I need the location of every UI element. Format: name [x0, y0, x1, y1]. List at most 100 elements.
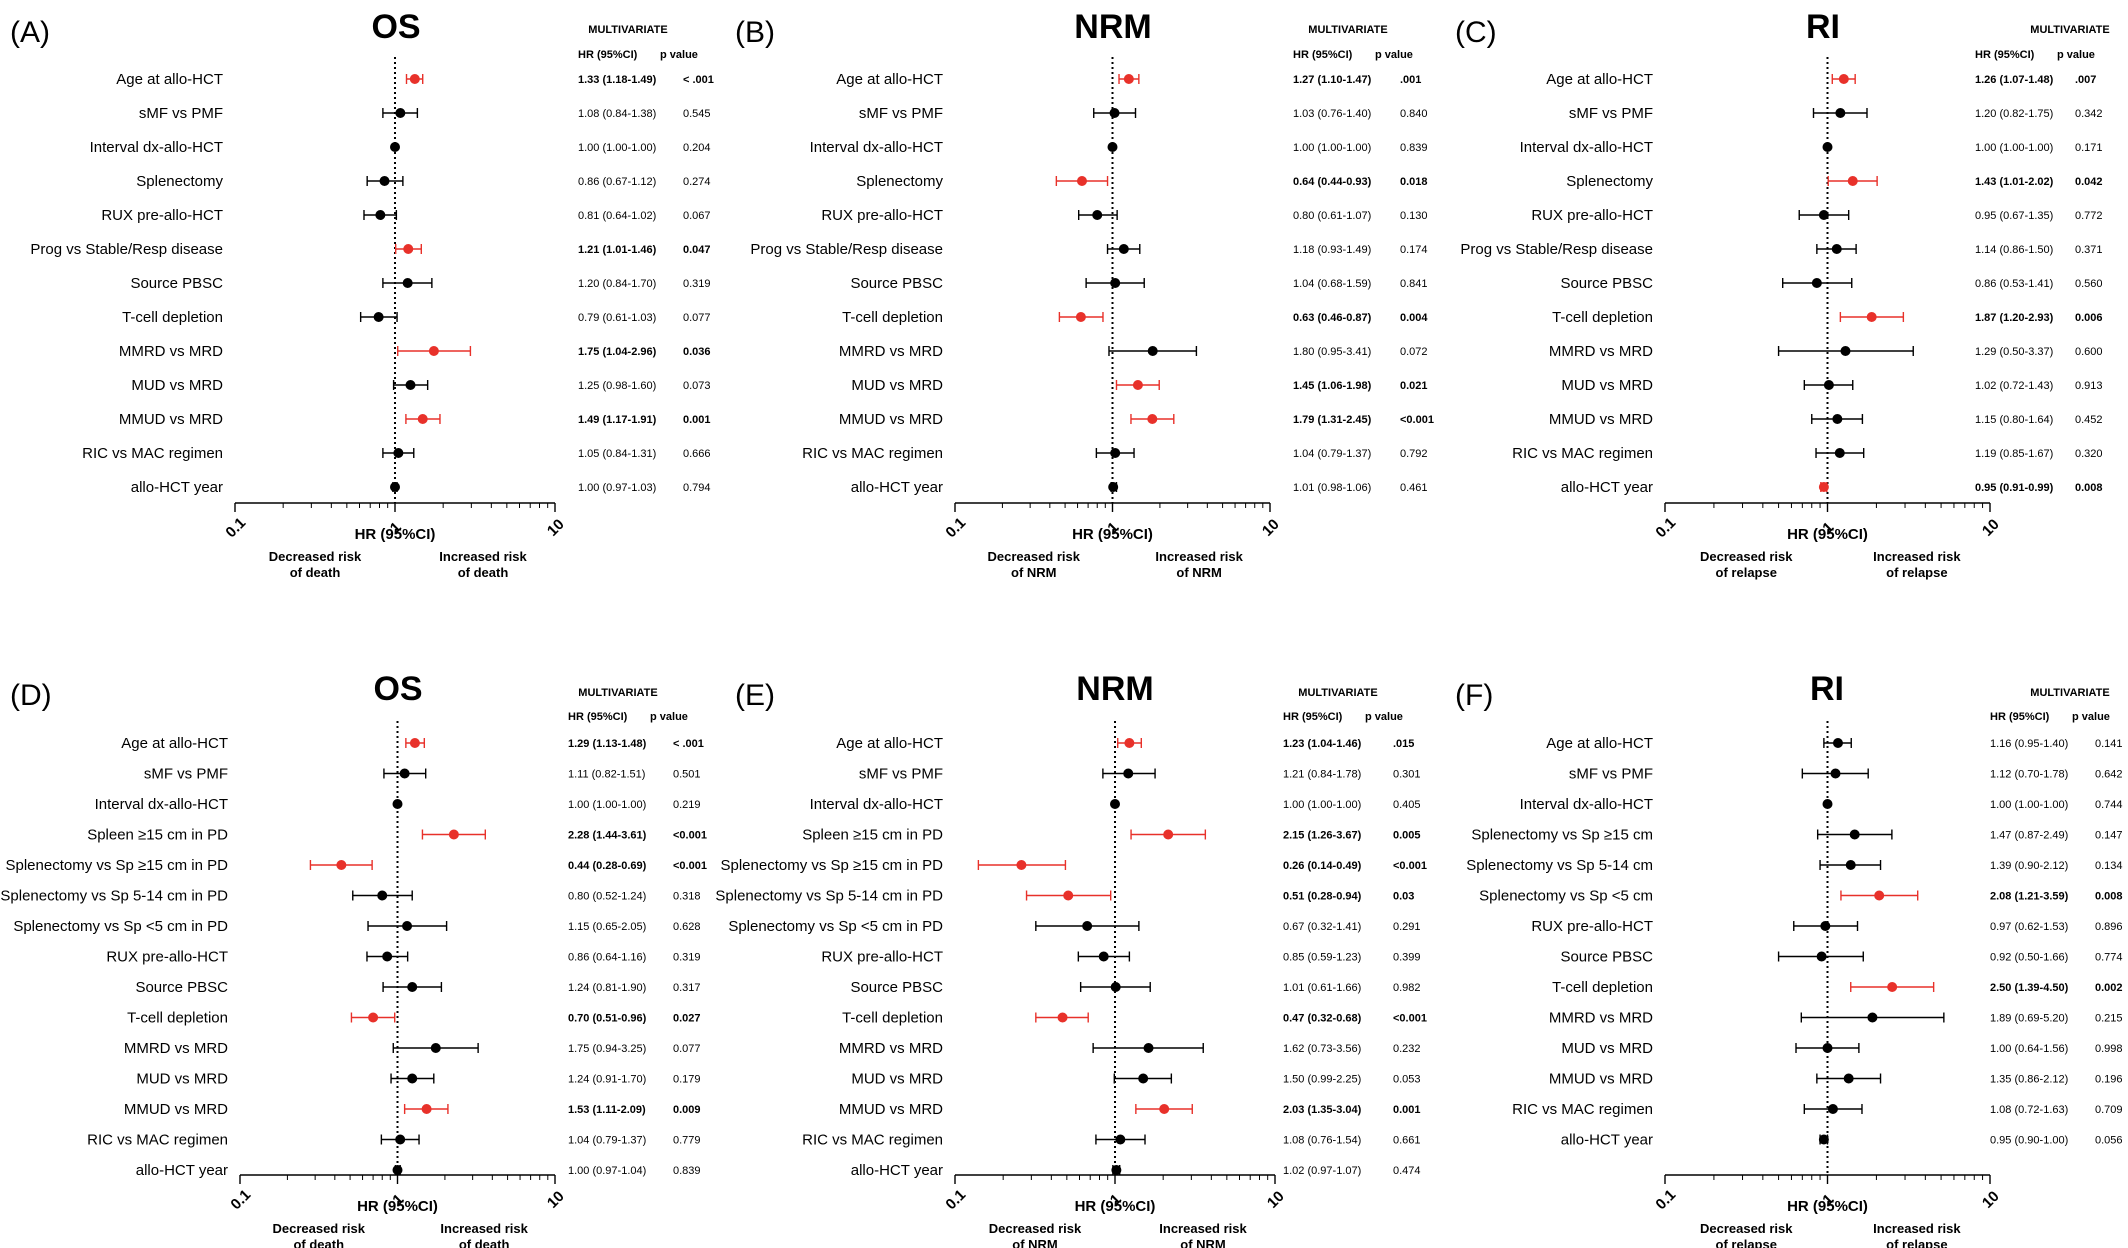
- panel-label: (D): [10, 679, 52, 712]
- table-title: MULTIVARIATE: [2030, 24, 2109, 36]
- p-value: 0.036: [683, 346, 711, 358]
- column-header-hr: HR (95%CI): [578, 49, 638, 61]
- hr-point: [1831, 244, 1842, 254]
- forest-row: Prog vs Stable/Resp disease 1.21 (1.01-1.…: [30, 241, 710, 258]
- row-label: sMF vs PMF: [859, 766, 943, 783]
- row-label: MMUD vs MRD: [839, 1101, 943, 1118]
- hr-value: 1.02 (0.97-1.07): [1283, 1165, 1361, 1177]
- p-value: 0.405: [1393, 799, 1421, 811]
- p-value: 0.896: [2095, 921, 2123, 933]
- p-value: < .001: [673, 738, 704, 750]
- row-label: allo-HCT year: [131, 479, 223, 496]
- hr-value: 2.28 (1.44-3.61): [568, 830, 647, 842]
- p-value: 0.560: [2075, 278, 2103, 290]
- row-label: MMUD vs MRD: [124, 1101, 228, 1118]
- row-label: RIC vs MAC regimen: [802, 1132, 943, 1149]
- hr-point: [1843, 1073, 1854, 1084]
- row-label: MMRD vs MRD: [1549, 1010, 1653, 1027]
- forest-row: RUX pre-allo-HCT 0.86 (0.64-1.16) 0.319: [106, 949, 700, 966]
- p-value: 0.009: [673, 1104, 701, 1116]
- p-value: 0.772: [2075, 210, 2103, 222]
- hr-point: [421, 1104, 432, 1114]
- x-axis-label: HR (95%CI): [1075, 1198, 1156, 1215]
- forest-row: MUD vs MRD 1.02 (0.72-1.43) 0.913: [1561, 377, 2102, 394]
- hr-point: [1147, 414, 1158, 424]
- row-label: T-cell depletion: [127, 1010, 228, 1027]
- forest-row: MMRD vs MRD 1.29 (0.50-3.37) 0.600: [1549, 343, 2103, 360]
- forest-row: MMRD vs MRD 1.89 (0.69-5.20) 0.215: [1549, 1010, 2123, 1027]
- row-label: Interval dx-allo-HCT: [1520, 139, 1653, 156]
- decreased-risk-note: of NRM: [1011, 565, 1057, 580]
- increased-risk-note: Increased risk: [439, 549, 527, 564]
- hr-point: [1847, 176, 1858, 186]
- hr-value: 1.27 (1.10-1.47): [1293, 74, 1372, 86]
- hr-point: [1092, 210, 1103, 220]
- p-value: 0.004: [1400, 312, 1428, 324]
- hr-value: 0.63 (0.46-0.87): [1293, 312, 1372, 324]
- table-title: MULTIVARIATE: [2030, 687, 2109, 699]
- p-value: 0.319: [683, 278, 711, 290]
- hr-value: 0.64 (0.44-0.93): [1293, 176, 1372, 188]
- row-label: Splenectomy vs Sp ≥15 cm in PD: [721, 857, 944, 874]
- row-label: MUD vs MRD: [1561, 377, 1653, 394]
- p-value: 0.342: [2075, 108, 2103, 120]
- forest-row: RUX pre-allo-HCT 0.81 (0.64-1.02) 0.067: [101, 207, 710, 224]
- panel-title: RI: [1810, 670, 1844, 708]
- p-value: 0.204: [683, 142, 711, 154]
- p-value: 0.067: [683, 210, 711, 222]
- hr-point: [1827, 1104, 1838, 1114]
- x-tick-label: 10: [1979, 1188, 2003, 1212]
- hr-point: [390, 142, 400, 152]
- hr-value: 0.70 (0.51-0.96): [568, 1013, 647, 1025]
- hr-value: 1.00 (1.00-1.00): [1990, 799, 2068, 811]
- hr-point: [375, 210, 386, 220]
- row-label: Age at allo-HCT: [1546, 71, 1653, 88]
- row-label: Source PBSC: [850, 979, 943, 996]
- p-value: 0.042: [2075, 176, 2103, 188]
- forest-row: Interval dx-allo-HCT 1.00 (1.00-1.00) 0.21…: [95, 796, 701, 813]
- hr-value: 0.80 (0.52-1.24): [568, 891, 646, 903]
- hr-point: [1830, 768, 1841, 779]
- p-value: 0.794: [683, 482, 711, 494]
- x-tick-label: 0.1: [227, 1186, 254, 1213]
- p-value: 0.215: [2095, 1013, 2123, 1025]
- row-label: Splenectomy vs Sp 5-14 cm in PD: [715, 888, 943, 905]
- p-value: 0.452: [2075, 414, 2103, 426]
- row-label: RUX pre-allo-HCT: [1531, 918, 1653, 935]
- forest-row: MMRD vs MRD 1.75 (1.04-2.96) 0.036: [119, 343, 711, 360]
- p-value: 0.179: [673, 1074, 701, 1086]
- row-label: Splenectomy vs Sp <5 cm in PD: [728, 918, 943, 935]
- hr-point: [377, 890, 388, 901]
- p-value: 0.291: [1393, 921, 1421, 933]
- p-value: 0.171: [2075, 142, 2103, 154]
- row-label: Splenectomy vs Sp ≥15 cm in PD: [6, 857, 229, 874]
- row-label: Interval dx-allo-HCT: [1520, 796, 1653, 813]
- hr-value: 0.80 (0.61-1.07): [1293, 210, 1371, 222]
- panel-title: NRM: [1076, 670, 1153, 708]
- hr-point: [399, 768, 410, 779]
- forest-row: RIC vs MAC regimen 1.08 (0.72-1.63) 0.709: [1512, 1101, 2122, 1118]
- hr-value: 0.26 (0.14-0.49): [1283, 860, 1362, 872]
- increased-risk-note: Increased risk: [1159, 1221, 1247, 1236]
- forest-row: MUD vs MRD 1.25 (0.98-1.60) 0.073: [131, 377, 710, 394]
- hr-value: 1.19 (0.85-1.67): [1975, 448, 2053, 460]
- row-label: MMRD vs MRD: [119, 343, 223, 360]
- row-label: Age at allo-HCT: [836, 71, 943, 88]
- hr-value: 1.23 (1.04-1.46): [1283, 738, 1362, 750]
- row-label: RIC vs MAC regimen: [1512, 1101, 1653, 1118]
- hr-point: [382, 951, 393, 962]
- decreased-risk-note: Decreased risk: [269, 549, 362, 564]
- hr-value: 1.08 (0.84-1.38): [578, 108, 656, 120]
- increased-risk-note: of relapse: [1886, 1237, 1947, 1248]
- p-value: <0.001: [673, 830, 707, 842]
- hr-point: [409, 738, 420, 748]
- p-value: 0.913: [2075, 380, 2103, 392]
- x-tick-label: 0.1: [1652, 1186, 1679, 1213]
- row-label: T-cell depletion: [1552, 309, 1653, 326]
- forest-row: Splenectomy vs Sp 5-14 cm in PD 0.80 (0.5…: [0, 888, 700, 905]
- hr-point: [1110, 448, 1121, 458]
- row-label: allo-HCT year: [1561, 1132, 1653, 1149]
- forest-row: sMF vs PMF 1.12 (0.70-1.78) 0.642: [1569, 766, 2123, 783]
- row-label: Splenectomy: [136, 173, 223, 190]
- hr-point: [1887, 982, 1898, 992]
